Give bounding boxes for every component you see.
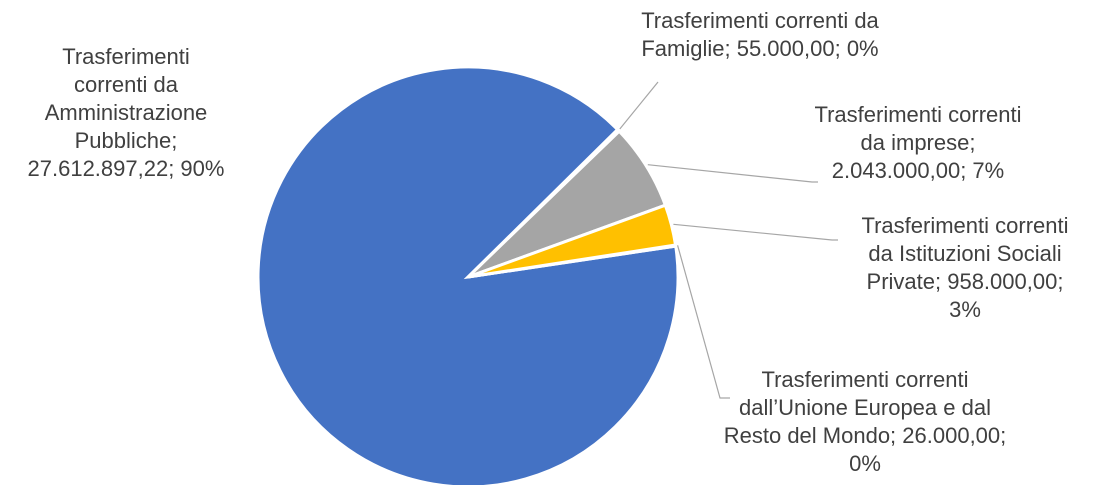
data-label-line: Famiglie; 55.000,00; 0% — [641, 36, 878, 61]
leader-line-imprese — [647, 164, 818, 183]
data-label-line: 2.043.000,00; 7% — [832, 158, 1004, 183]
data-label-line: Amministrazione — [45, 100, 208, 125]
data-label-line: Pubbliche; — [75, 128, 178, 153]
pie-slice-istituzioni — [467, 203, 678, 279]
data-label-line: 27.612.897,22; 90% — [28, 156, 225, 181]
data-label-line: Resto del Mondo; 26.000,00; — [724, 423, 1007, 448]
data-label-line: Trasferimenti — [62, 44, 190, 69]
data-label-line: Trasferimenti correnti — [761, 367, 968, 392]
data-labels: Trasferimenti correnti da Amministrazione P… — [28, 8, 1069, 476]
leader-lines — [619, 81, 838, 399]
leader-line-famiglie — [619, 81, 659, 130]
data-label-amministrazioni: Trasferimenti correnti da Amministrazione P… — [28, 44, 225, 181]
data-label-famiglie: Trasferimenti correnti da Famiglie; 55.00… — [641, 8, 879, 61]
leader-line-istituzioni — [673, 223, 838, 241]
data-label-line: Trasferimenti correnti da — [641, 8, 879, 33]
data-label-istituzioni: Trasferimenti correnti da Istituzioni Soc… — [861, 213, 1068, 322]
data-label-line: dall’Unione Europea e dal — [739, 395, 991, 420]
leader-line-ue — [677, 245, 730, 399]
pie-slices — [256, 65, 680, 485]
data-label-line: Private; 958.000,00; — [867, 269, 1064, 294]
data-label-line: da Istituzioni Sociali — [868, 241, 1061, 266]
data-label-line: Trasferimenti correnti — [861, 213, 1068, 238]
data-label-imprese: Trasferimenti correnti da imprese; 2.043.0… — [814, 102, 1021, 183]
data-label-line: Trasferimenti correnti — [814, 102, 1021, 127]
data-label-line: correnti da — [74, 72, 179, 97]
data-label-line: da imprese; — [861, 130, 976, 155]
data-label-line: 0% — [849, 451, 881, 476]
data-label-ue: Trasferimenti correnti dall’Unione Europe… — [724, 367, 1007, 476]
data-label-line: 3% — [949, 297, 981, 322]
